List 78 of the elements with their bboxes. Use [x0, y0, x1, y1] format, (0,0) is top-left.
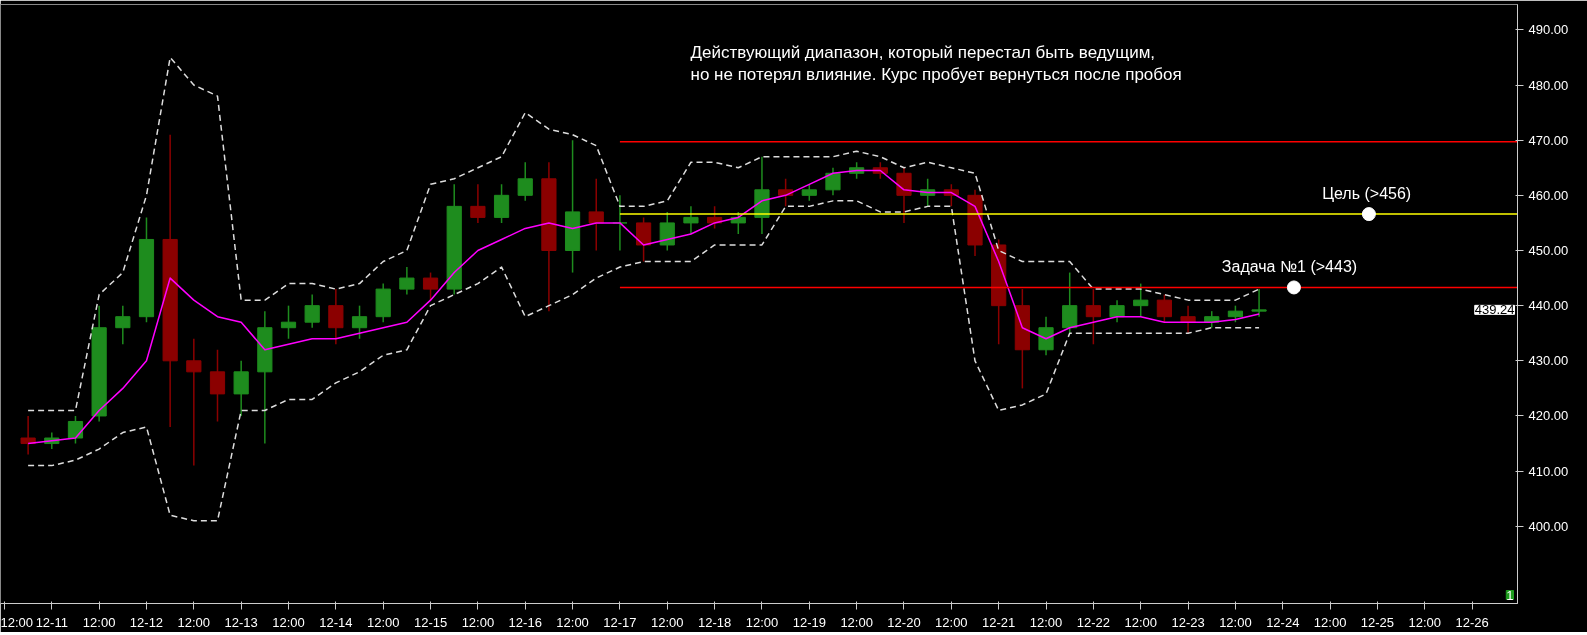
y-tick-label: 400.00: [1528, 518, 1569, 534]
y-tick-label: 450.00: [1528, 243, 1569, 258]
candlestick: [636, 216, 652, 263]
x-tick-label: 12:00: [651, 614, 684, 630]
x-tick-label: 12:00: [556, 614, 589, 630]
x-tick-label: 12:00: [1124, 614, 1157, 630]
x-tick-label: 12:00: [366, 614, 400, 630]
x-tick-label: 12-25: [1360, 614, 1395, 630]
annotation: Действующий диапазон, который перестал быть ведущим, но не потерял влияние. Курс пробует вернуться после пробоя: [690, 42, 1182, 84]
y-tick-label: 420.00: [1528, 408, 1569, 424]
candlestick: [1109, 299, 1125, 323]
candlestick: [1251, 288, 1267, 318]
x-tick-label: 12:00: [1029, 614, 1063, 630]
x-tick-label: 12:00: [0, 614, 34, 630]
candlestick: [1062, 271, 1078, 334]
x-tick-label: 12-26: [1455, 614, 1489, 630]
y-tick-label: 480.00: [1528, 77, 1569, 93]
x-tick-label: 12:00: [82, 614, 116, 630]
candlestick: [517, 161, 533, 202]
y-tick-label: 410.00: [1528, 463, 1569, 479]
x-tick-label: 12-17: [603, 614, 637, 630]
candlestick: [588, 178, 604, 252]
x-tick-label: 12:00: [461, 614, 495, 630]
candlestick: [351, 304, 368, 340]
y-tick-label: 430.00: [1528, 353, 1569, 369]
y-tick-label: 470.00: [1528, 132, 1569, 148]
candlestick: [115, 304, 131, 346]
candlestick: [328, 288, 344, 346]
candlestick: [209, 349, 226, 423]
x-tick-label: 12-22: [1076, 614, 1110, 630]
x-tick-label: 12:00: [745, 614, 779, 630]
candlestick: [186, 338, 202, 467]
x-tick-label: 12:00: [177, 614, 211, 630]
x-tick-label: 12-14: [319, 614, 353, 630]
candlestick: [730, 211, 746, 235]
y-tick-label: 490.00: [1528, 22, 1569, 38]
x-tick-label: 12:00: [1219, 614, 1252, 630]
candlestick: [1133, 282, 1149, 318]
candlestick: [707, 205, 723, 230]
x-tick-label: 12-19: [792, 614, 826, 630]
annotation: Цель (>456): [1322, 185, 1412, 203]
x-tick-label: 12:00: [935, 614, 968, 630]
candlestick: [422, 271, 439, 301]
candlestick: [470, 183, 486, 224]
x-tick-label: 12-13: [224, 614, 258, 630]
candlestick: [304, 293, 320, 329]
y-tick-label: 440.00: [1528, 298, 1569, 314]
candlestick: [659, 211, 675, 252]
x-tick-label: 12-12: [129, 614, 164, 630]
x-tick-label: 12-21: [982, 614, 1016, 630]
x-tick-label: 12-15: [413, 614, 448, 630]
x-tick-label: 12-11: [35, 614, 68, 630]
candlestick: [493, 183, 510, 224]
x-tick-label: 12:00: [1313, 614, 1347, 630]
x-tick-label: 12:00: [1408, 614, 1442, 630]
x-tick-label: 12-24: [1266, 614, 1300, 630]
candlestick: [1038, 315, 1054, 357]
candlestick: [20, 415, 36, 456]
candlestick: [896, 167, 912, 224]
x-tick-label: 12-18: [697, 614, 732, 630]
x-tick-label: 12-20: [887, 614, 921, 630]
candlestick: [280, 304, 297, 340]
x-tick-label: 12:00: [840, 614, 873, 630]
annotation: 439.24: [1474, 302, 1515, 318]
annotation: 1: [1506, 587, 1514, 603]
candlestick: [1156, 293, 1172, 323]
x-tick-label: 12:00: [272, 614, 305, 630]
x-tick-label: 12-23: [1171, 614, 1205, 630]
candlestick: [1085, 288, 1101, 346]
y-tick-label: 460.00: [1528, 187, 1569, 203]
candlestick: [233, 360, 249, 417]
candlestick: [825, 167, 841, 197]
candlestick: [67, 415, 84, 445]
x-tick-label: 12-16: [508, 614, 542, 630]
annotation: Задача №1 (>443): [1221, 258, 1358, 276]
candlestick: [778, 178, 794, 208]
candlestick: [683, 205, 699, 235]
candlestick: [399, 266, 415, 296]
